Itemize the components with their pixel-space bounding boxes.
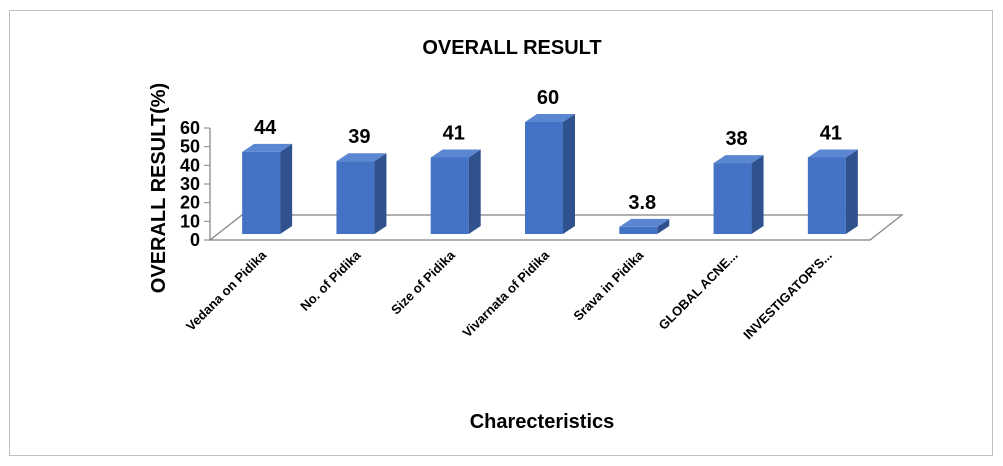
x-tick-label: Vedana on Pidika (183, 247, 270, 334)
bar-side (845, 149, 858, 234)
x-tick-label: GLOBAL ACNE... (656, 248, 741, 333)
bar-top (242, 143, 293, 152)
data-label: 38 (725, 128, 747, 150)
y-tick-label: 60 (180, 118, 200, 138)
bar (807, 149, 858, 234)
bar (336, 153, 387, 234)
bar-front (713, 163, 752, 234)
y-tick-label: 40 (180, 155, 200, 175)
bar-top (525, 114, 575, 122)
y-tick-label: 10 (180, 211, 200, 231)
x-tick-label: Vivarnata of Pidika (459, 247, 552, 340)
data-label: 3.8 (628, 192, 656, 214)
x-tick-label: Size of Pidika (388, 247, 458, 317)
bar (525, 114, 575, 234)
bar-front (619, 226, 658, 234)
bar-side (468, 149, 481, 234)
data-label: 41 (443, 122, 465, 144)
bar-front (430, 157, 469, 234)
data-label: 41 (820, 122, 842, 144)
bar-side (751, 155, 764, 234)
y-tick-label: 50 (180, 137, 200, 157)
data-label: 44 (254, 117, 277, 139)
bar-side (374, 153, 387, 234)
bar-side (657, 218, 670, 234)
y-tick-label: 20 (180, 193, 200, 213)
data-label: 60 (537, 87, 559, 109)
bar-front (807, 157, 846, 234)
bar-top (336, 153, 387, 162)
bar (713, 155, 764, 234)
bar-front (336, 161, 375, 234)
bar-side (563, 114, 575, 234)
bar (430, 149, 481, 234)
bar-top (713, 155, 764, 164)
bar (242, 143, 293, 234)
bar-top (807, 149, 858, 158)
bar-front (525, 122, 563, 234)
x-axis-title: Charecteristics (470, 411, 615, 433)
y-axis-title: OVERALL RESULT(%) (148, 83, 170, 293)
y-tick-label: 0 (190, 230, 200, 250)
y-tick-label: 30 (180, 174, 200, 194)
bar-top (430, 149, 481, 158)
bar-front (242, 151, 281, 234)
chart-title: OVERALL RESULT (422, 37, 601, 59)
data-label: 39 (348, 126, 370, 148)
bar (619, 218, 670, 234)
bar-top (619, 218, 670, 227)
x-tick-label: Srava in Pidika (570, 247, 647, 324)
bar-side (280, 143, 293, 234)
x-tick-label: INVESTIGATOR'S... (740, 248, 835, 343)
x-tick-label: No. of Pidika (297, 247, 364, 314)
